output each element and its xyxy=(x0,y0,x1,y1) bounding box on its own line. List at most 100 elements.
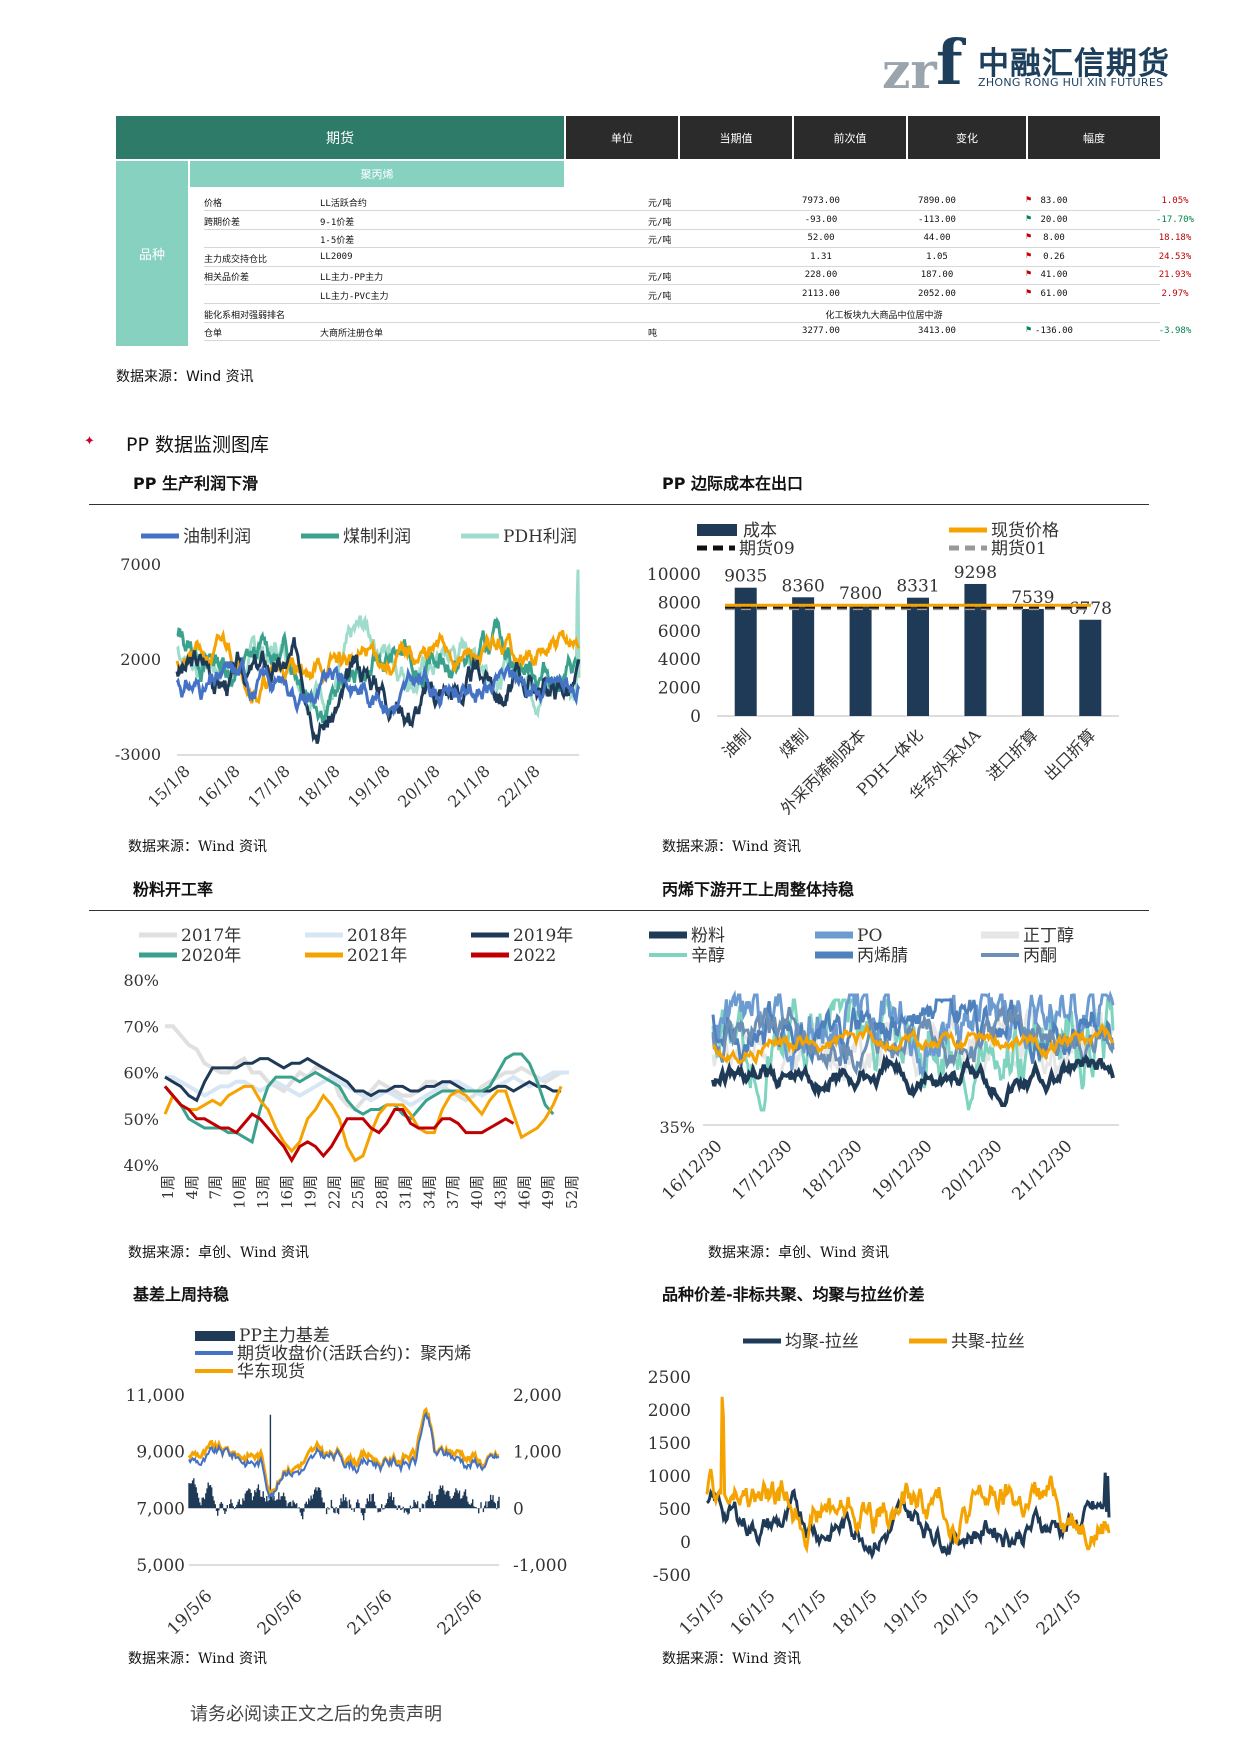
legend-butanol-label: 正丁醇 xyxy=(1023,926,1074,946)
series-homo-line xyxy=(706,1472,1111,1560)
y-tick-left: 9,000 xyxy=(136,1443,185,1463)
table-source: 数据来源：Wind 资讯 xyxy=(116,369,254,385)
table-row: 能化系相对强弱排名 化工板块九大商品中位居中游 xyxy=(204,304,1160,323)
x-tick: 46周 xyxy=(515,1175,533,1209)
panel-title-spread: 品种价差-非标共聚、均聚与拉丝价差 xyxy=(662,1285,925,1304)
series-line-6 xyxy=(711,1053,1115,1108)
cell-current: 7973.00 xyxy=(802,196,840,206)
y-tick: 2000 xyxy=(120,650,161,669)
bar-外采丙烯制成本 xyxy=(849,605,872,716)
cell-range: 1.05% xyxy=(1161,196,1189,206)
x-tick: 出口折算 xyxy=(1040,725,1099,784)
x-tick: 18/12/30 xyxy=(798,1136,866,1204)
x-tick: 19/5/6 xyxy=(164,1586,217,1639)
y-tick: 2000 xyxy=(648,1401,691,1421)
x-tick: 15/1/5 xyxy=(676,1586,729,1639)
legend-2022-label: 2022 xyxy=(513,946,556,966)
y-tick-right: -1,000 xyxy=(513,1556,567,1576)
y-tick: 2000 xyxy=(658,679,701,699)
section-bullet-icon: ✦ xyxy=(84,434,95,449)
x-tick: 16/1/5 xyxy=(727,1586,780,1639)
y-tick: 2500 xyxy=(648,1368,691,1388)
cell-range: 18.18% xyxy=(1158,233,1192,244)
cell-item: LL2009 xyxy=(320,251,353,262)
legend-basis-swatch xyxy=(195,1331,235,1341)
y-tick: 500 xyxy=(659,1500,691,1520)
cell-change: -136.00 xyxy=(1035,326,1073,337)
flag-down-icon: ⚑ xyxy=(1026,325,1032,336)
x-tick: 52周 xyxy=(563,1175,581,1209)
y-tick: 1000 xyxy=(648,1467,691,1487)
series-line-5 xyxy=(711,1022,1115,1066)
y-tick: -500 xyxy=(653,1566,691,1586)
cell-item: LL活跃合约 xyxy=(320,199,367,209)
cell-current: 2113.00 xyxy=(802,289,840,299)
footer-disclaimer: 请务必阅读正文之后的免责声明 xyxy=(190,1704,442,1725)
y-tick-left: 5,000 xyxy=(136,1556,185,1576)
x-tick: 20/1/5 xyxy=(931,1586,984,1639)
cell-current: 52.00 xyxy=(807,233,835,244)
source-downstream: 数据来源：卓创、Wind 资讯 xyxy=(708,1245,890,1261)
chart-spread: 均聚-拉丝 共聚-拉丝 2500 2000 1500 1000 500 0 -50015/1/5… xyxy=(648,1332,1111,1639)
y-tick: 70% xyxy=(123,1017,159,1036)
series-oil-line xyxy=(175,656,581,720)
x-tick: 16周 xyxy=(278,1175,296,1209)
cell-range: 21.93% xyxy=(1158,270,1192,281)
cell-change: 61.00 xyxy=(1040,289,1068,299)
panel-title-powder: 粉料开工率 xyxy=(133,880,214,899)
y-tick: 6000 xyxy=(658,622,701,642)
legend-oil-label: 油制利润 xyxy=(183,527,251,547)
series-2022-line xyxy=(163,1085,515,1164)
table-row: 跨期价差 9-1价差 元/吨 -93.00 -113.00 20.00 -17.70% ⚑ xyxy=(204,211,1194,230)
legend-2021年-label: 2021年 xyxy=(347,946,407,966)
series-2020年-line xyxy=(163,1052,555,1145)
x-tick: 20/5/6 xyxy=(254,1586,307,1639)
product-label: 聚丙烯 xyxy=(190,161,564,187)
company-logo: zr f 中融汇信期货 ZHONG RONG HUI XIN FUTURES xyxy=(880,26,1170,100)
y-tick: 4000 xyxy=(658,650,701,670)
y-tick: 35% xyxy=(659,1118,695,1137)
legend-powder-label: 粉料 xyxy=(691,926,725,946)
bar-出口折算 xyxy=(1079,619,1102,716)
header-unit: 单位 xyxy=(566,116,678,159)
cell-category: 跨期价差 xyxy=(204,217,241,228)
x-tick: 1周 xyxy=(159,1175,177,1200)
y-tick-right: 0 xyxy=(513,1499,524,1519)
cell-change: 20.00 xyxy=(1040,214,1068,225)
x-tick: 13周 xyxy=(254,1175,272,1209)
data-label: 8360 xyxy=(782,576,825,596)
legend-cost-swatch xyxy=(697,524,737,536)
y-tick: -3000 xyxy=(115,745,161,764)
cell-unit: 元/吨 xyxy=(648,236,672,247)
panel-title-downstream: 丙烯下游开工上周整体持稳 xyxy=(662,880,855,899)
header-change: 变化 xyxy=(908,116,1026,159)
data-label: 6778 xyxy=(1069,599,1112,619)
series-copo-line xyxy=(705,1396,1111,1554)
source-basis: 数据来源：Wind 资讯 xyxy=(128,1651,268,1667)
variety-label: 品种 xyxy=(116,161,188,346)
cell-range: 24.53% xyxy=(1158,251,1192,262)
cell-current: 228.00 xyxy=(804,270,838,281)
series-2021年-line xyxy=(163,1084,563,1163)
source-profit: 数据来源：Wind 资讯 xyxy=(128,839,268,855)
y-tick: 0 xyxy=(690,707,701,727)
legend-copo-label: 共聚-拉丝 xyxy=(951,1332,1025,1352)
x-tick: 49周 xyxy=(539,1175,557,1209)
header-futures: 期货 xyxy=(116,116,564,159)
logo-en-text: ZHONG RONG HUI XIN FUTURES xyxy=(978,76,1164,89)
y-tick-right: 2,000 xyxy=(513,1386,562,1406)
svg-text:f: f xyxy=(936,28,966,94)
bar-PDH一体化 xyxy=(907,597,929,716)
legend-2019年-label: 2019年 xyxy=(513,926,573,946)
legend-2018年-label: 2018年 xyxy=(347,926,407,946)
flag-down-icon: ⚑ xyxy=(1026,213,1032,224)
data-label: 9035 xyxy=(724,567,767,587)
cell-unit: 元/吨 xyxy=(648,273,672,284)
cell-current: 3277.00 xyxy=(802,326,840,337)
cell-previous: 1.05 xyxy=(926,251,948,262)
series-futures-line xyxy=(188,1411,500,1501)
x-tick: 43周 xyxy=(492,1175,510,1209)
futures-table: 期货 单位 当期值 前次值 变化 幅度 品种 聚丙烯 价格 LL活跃合约 元/吨 79… xyxy=(116,116,1194,346)
